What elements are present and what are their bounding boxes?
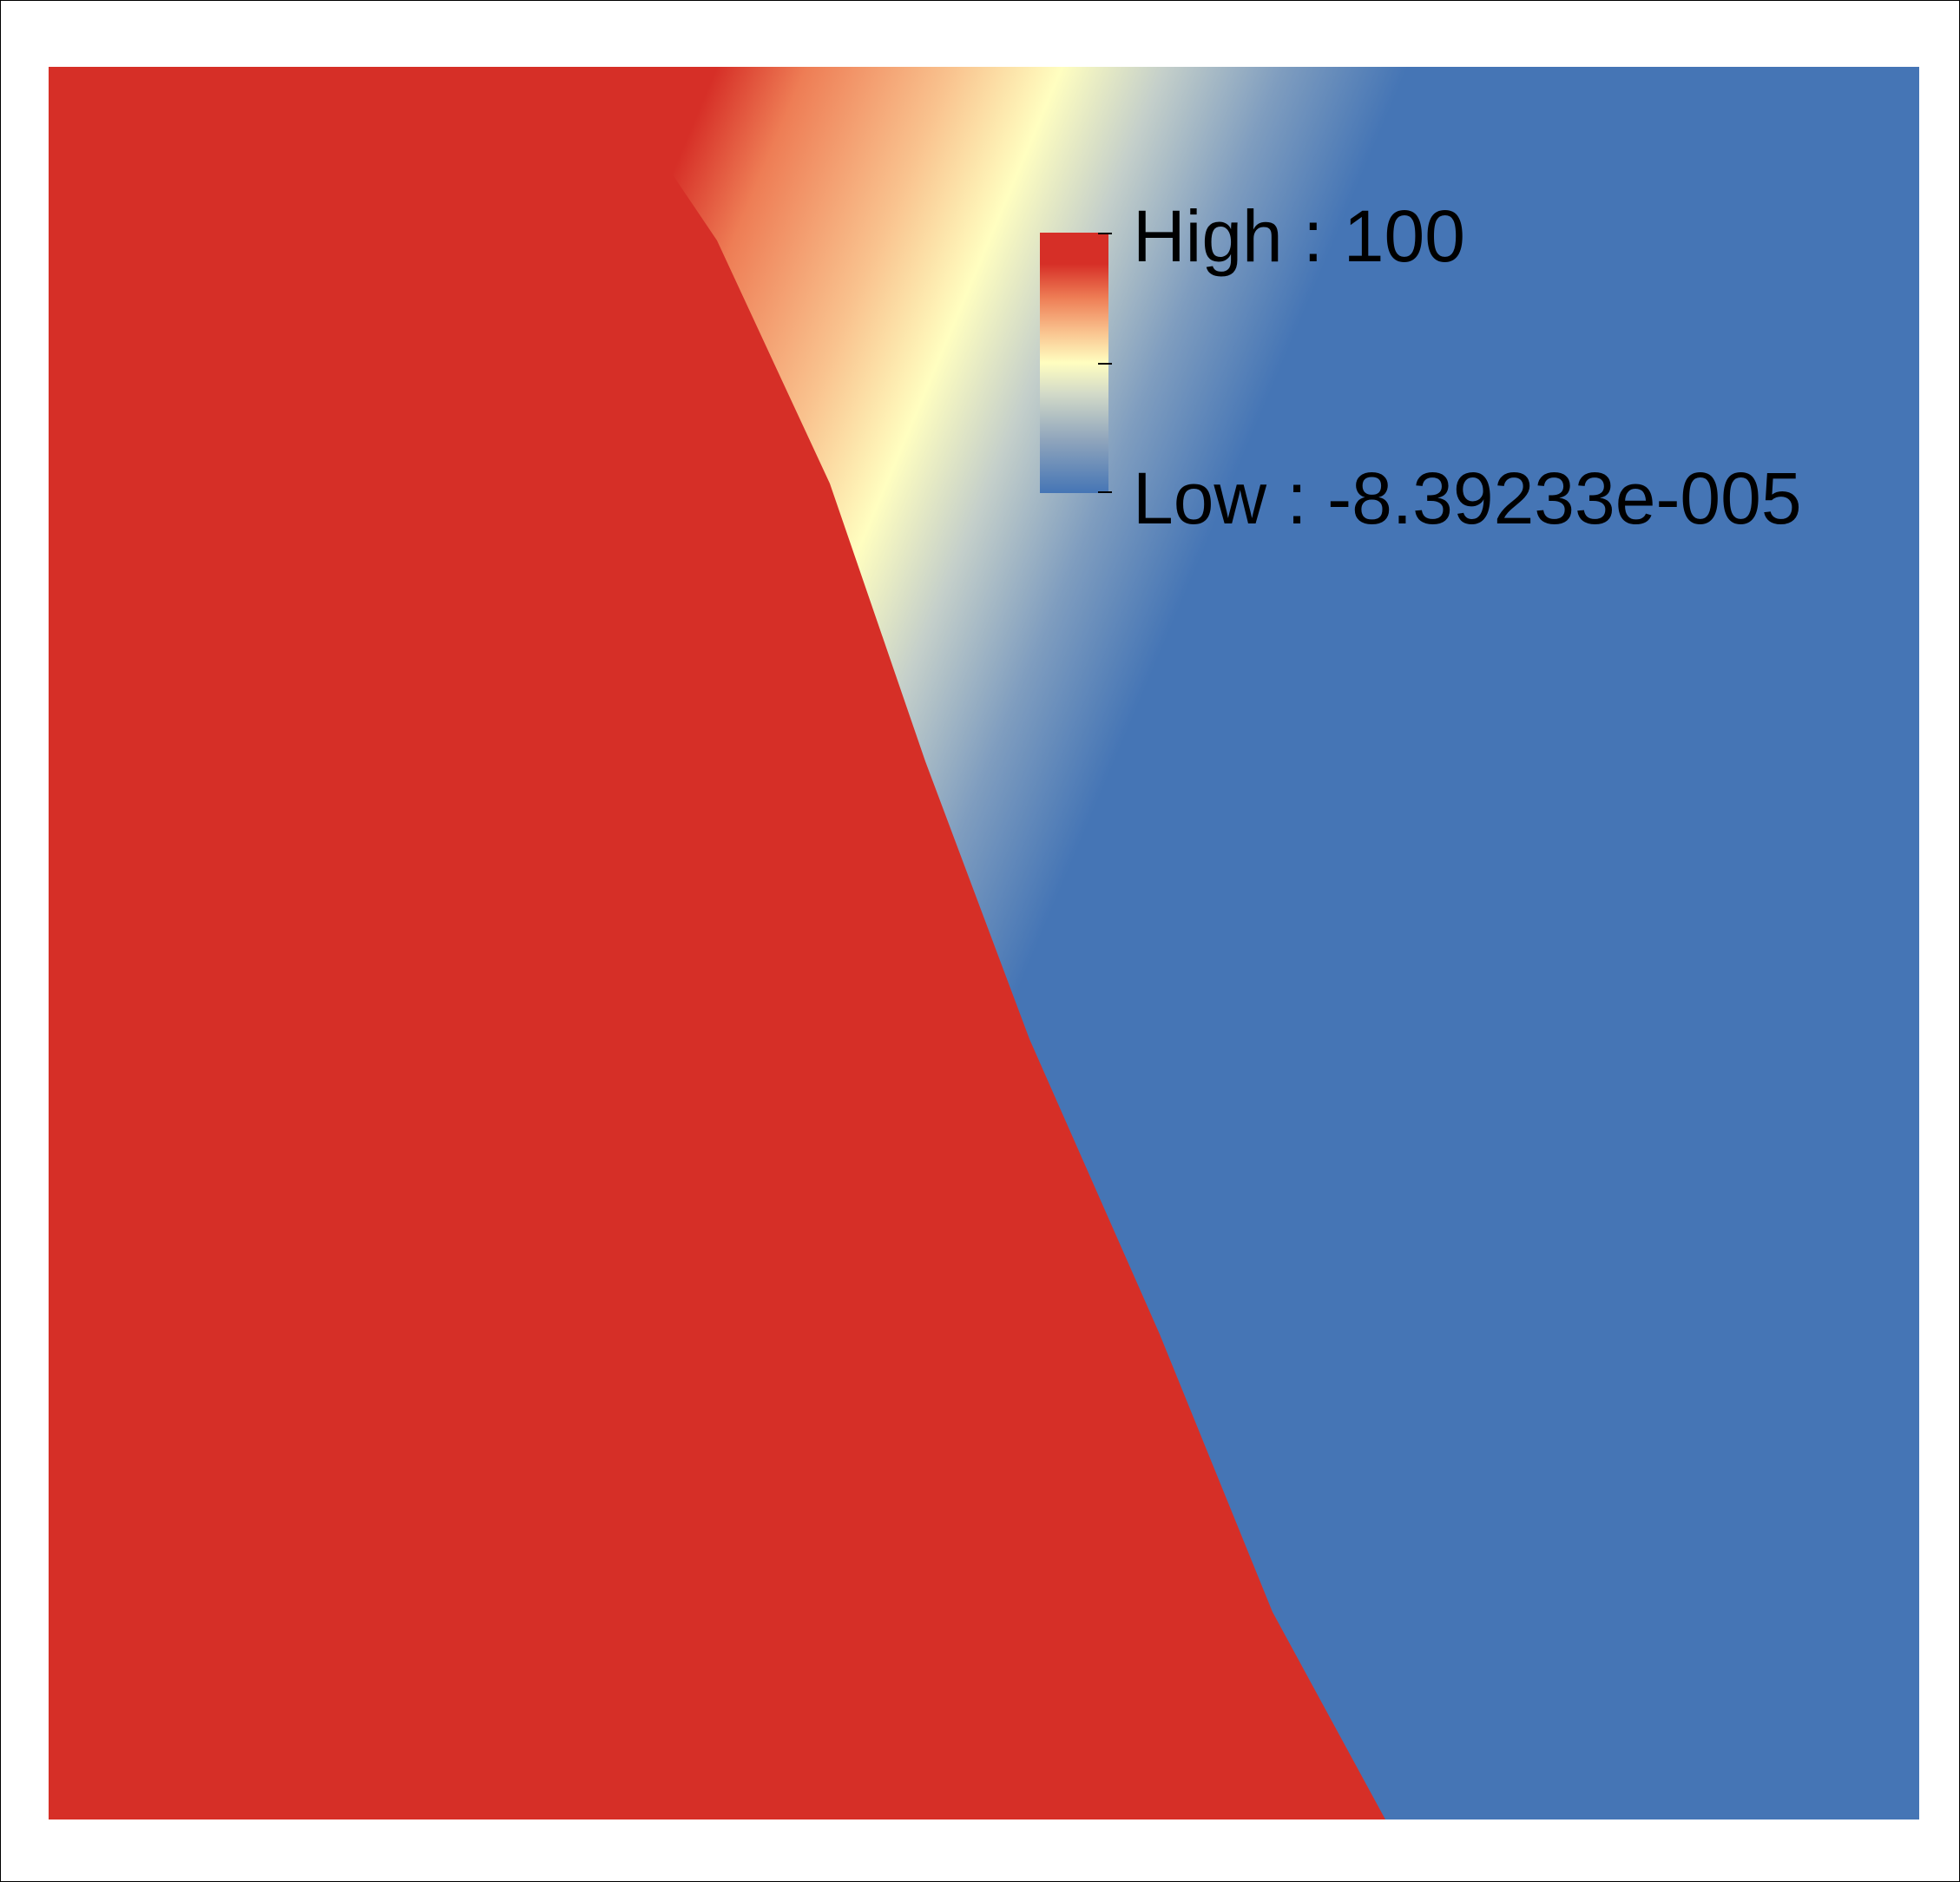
raster-surface	[49, 67, 1919, 1819]
raster-gradient-svg	[49, 67, 1919, 1819]
legend-low-label: Low : -8.39233e-005	[1133, 457, 1802, 539]
legend-tick-low	[1098, 491, 1112, 493]
legend-color-bar	[1040, 233, 1108, 493]
raster-transition-zone	[600, 67, 1919, 1819]
legend-tick-high	[1098, 233, 1112, 234]
legend-tick-mid	[1098, 363, 1112, 365]
legend-high-label: High : 100	[1133, 195, 1465, 277]
